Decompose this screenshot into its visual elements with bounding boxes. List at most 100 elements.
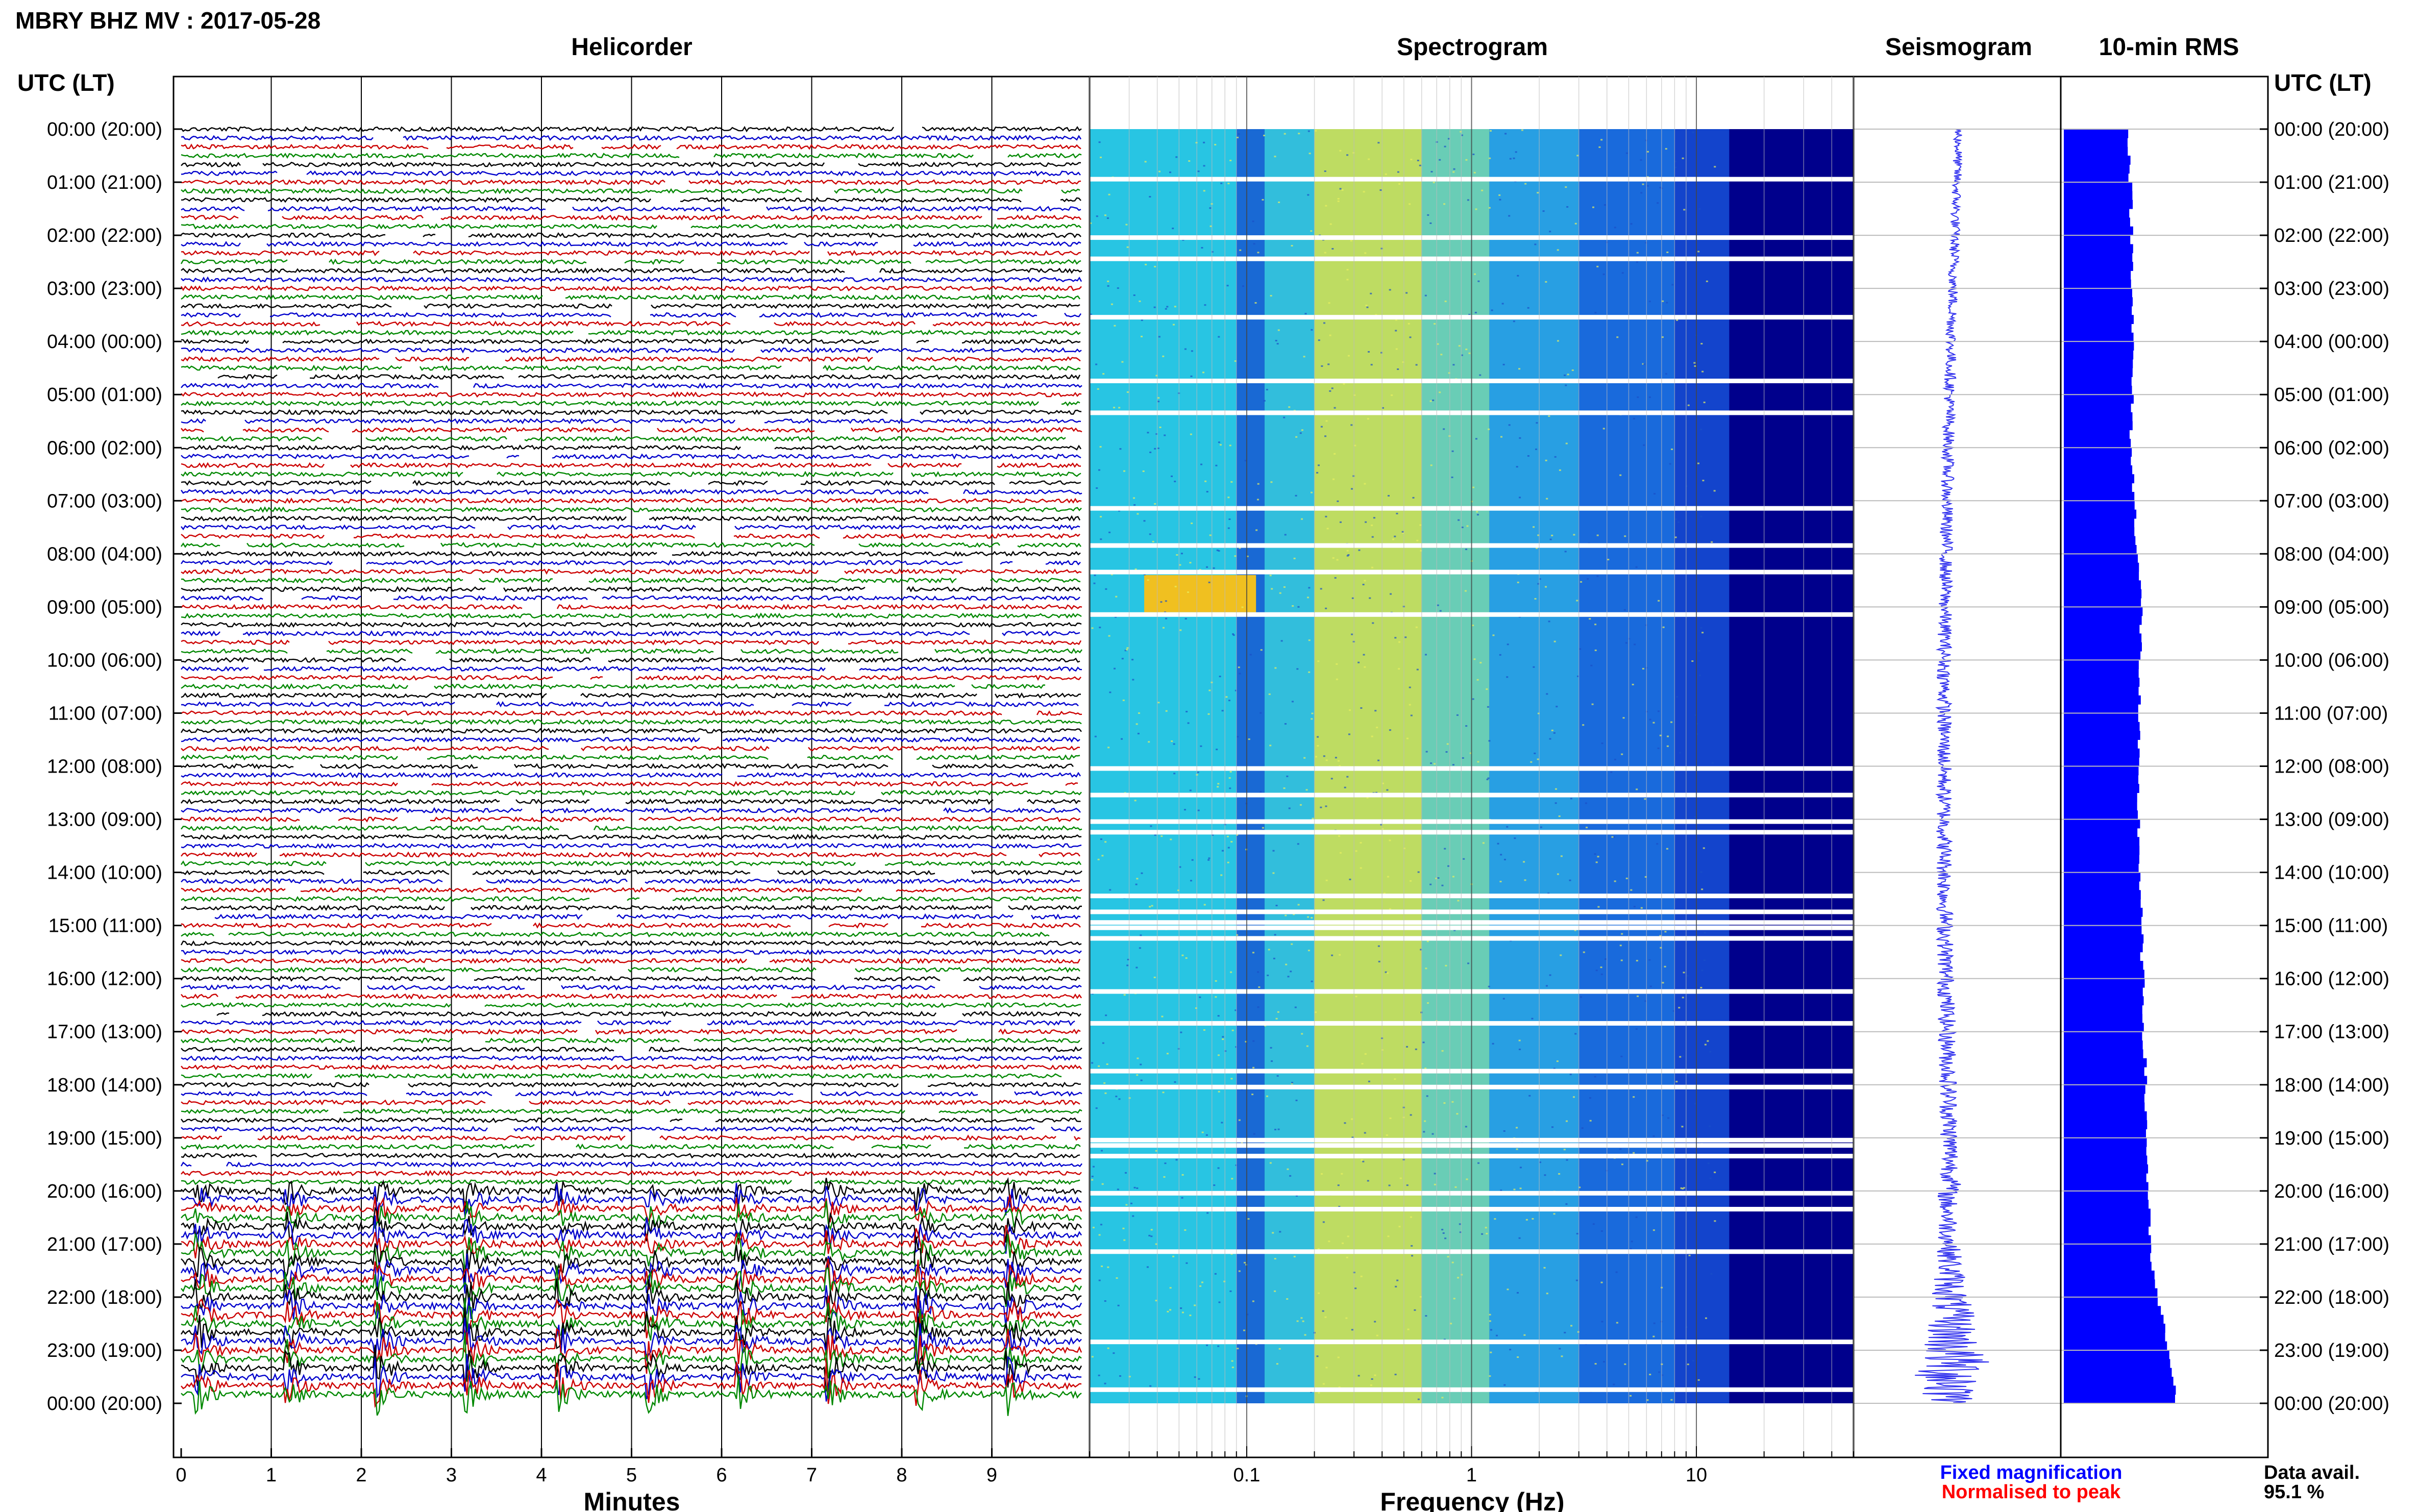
spectrogram-speckle (1203, 141, 1205, 143)
helicorder-trace-row (181, 781, 1078, 787)
spectrogram-speckle (1267, 974, 1269, 976)
spectrogram-speckle (1621, 753, 1623, 755)
spectrogram-speckle (1311, 329, 1313, 331)
spectrogram-speckle (1461, 134, 1463, 136)
spectrogram-speckle (1231, 1367, 1234, 1369)
spectrogram-speckle (1498, 194, 1501, 196)
spectrogram-speckle (1174, 306, 1176, 308)
spectrogram-speckle (1199, 996, 1201, 998)
spectrogram-speckle (1182, 239, 1184, 241)
spectrogram-speckle (1525, 1219, 1528, 1221)
spectrogram-speckle (1444, 1237, 1447, 1240)
spectrogram-speckle (1276, 343, 1279, 345)
spectrogram-speckle (1635, 1028, 1638, 1030)
spectrogram-speckle (1338, 1386, 1341, 1388)
spectrogram-speckle (1607, 559, 1610, 561)
spectrogram-speckle (1565, 1203, 1568, 1205)
spectrogram-speckle (1656, 843, 1659, 845)
spectrogram-speckle (1594, 1076, 1596, 1078)
spectrogram-speckle (1108, 193, 1110, 195)
spectrogram-speckle (1611, 836, 1614, 838)
spectrogram-speckle (1537, 712, 1540, 714)
spectrogram-speckle (1268, 949, 1270, 951)
spectrogram-speckle (1341, 1173, 1343, 1175)
spectrogram-speckle (1365, 305, 1368, 307)
rms-bar (2064, 235, 2131, 244)
spectrogram-speckle (1376, 727, 1378, 729)
helicorder-trace-row (181, 957, 1081, 964)
spectrogram-speckle (1678, 1007, 1681, 1009)
spectrogram-speckle (1295, 1099, 1298, 1101)
spectrogram-speckle (1114, 667, 1116, 670)
spectrogram-speckle (1595, 861, 1598, 863)
spectrogram-speckle (1346, 776, 1349, 778)
helicorder-trace-row (181, 922, 1081, 929)
spectrogram-speckle (1098, 141, 1101, 143)
spectrogram-speckle (1103, 1082, 1106, 1084)
spectrogram-speckle (1279, 1231, 1281, 1233)
time-label: 11:00 (07:00) (2274, 703, 2388, 724)
helicorder-trace-row (181, 1179, 1080, 1185)
spectrogram-speckle (1624, 1363, 1626, 1365)
rms-bar (2064, 960, 2143, 970)
spectrogram-speckle (1197, 771, 1199, 773)
spectrogram-speckle (1115, 596, 1118, 598)
spectrogram-speckle (1355, 850, 1357, 852)
spectrogram-speckle (1291, 1082, 1294, 1084)
rms-bar (2064, 731, 2140, 740)
rms-bar (2064, 544, 2137, 554)
minutes-tick-label: 9 (986, 1465, 997, 1486)
spectrogram-speckle (1136, 1074, 1139, 1076)
spectrogram-speckle (1291, 1083, 1293, 1085)
spectrogram-speckle (1620, 959, 1623, 961)
spectrogram-speckle (1217, 783, 1220, 785)
rms-bar (2064, 1084, 2145, 1094)
spectrogram-speckle (1697, 462, 1699, 464)
spectrogram-speckle (1377, 142, 1380, 144)
spectrogram-speckle (1417, 1398, 1420, 1400)
spectrogram-speckle (1121, 738, 1123, 740)
spectrogram-speckle (1491, 309, 1493, 311)
spectrogram-speckle (1097, 858, 1100, 860)
rms-bar (2064, 270, 2131, 280)
helicorder-trace-row (181, 1200, 1082, 1231)
spectrogram-speckle (1704, 932, 1706, 934)
spectrogram-speckle (1306, 597, 1309, 599)
spectrogram-speckle (1098, 469, 1100, 471)
spectrogram-speckle (1290, 971, 1292, 973)
spectrogram-speckle (1643, 363, 1645, 365)
spectrogram-speckle (1523, 861, 1525, 863)
rms-bar (2064, 801, 2137, 811)
spectrogram-speckle (1311, 491, 1313, 493)
spectrogram-speckle (1517, 275, 1519, 277)
spectrogram-speckle (1555, 788, 1558, 790)
spectrogram-speckle (1183, 809, 1186, 811)
helicorder-trace-row (180, 1253, 1082, 1294)
helicorder-trace-row (181, 639, 1082, 646)
spectrogram-speckle (1124, 650, 1127, 652)
spectrogram-speckle (1164, 1162, 1167, 1164)
spectrogram-speckle (1364, 1132, 1366, 1134)
spectrogram-speckle (1100, 1224, 1102, 1226)
spectrogram-speckle (1175, 1159, 1178, 1161)
spectrogram-speckle (1661, 1374, 1664, 1376)
helicorder-trace-row (181, 1354, 1081, 1402)
spectrogram-speckle (1594, 1363, 1597, 1365)
time-label: 14:00 (10:00) (2274, 862, 2389, 884)
spectrogram-speckle (1296, 668, 1299, 670)
spectrogram-speckle (1136, 1187, 1139, 1189)
spectrogram-speckle (1467, 199, 1469, 201)
time-label: 10:00 (06:00) (47, 650, 162, 671)
helicorder-trace-row (181, 816, 1080, 823)
spectrogram-speckle (1546, 693, 1548, 695)
spectrogram-speckle (1433, 182, 1435, 184)
spectrogram-speckle (1317, 1248, 1320, 1250)
spectrogram-speckle (1301, 518, 1303, 520)
time-label: 03:00 (23:00) (2274, 278, 2389, 300)
helicorder-trace-row (181, 161, 1081, 168)
spectrogram-speckle (1374, 710, 1377, 712)
spectrogram-speckle (1534, 752, 1536, 754)
spectrogram-speckle (1246, 555, 1249, 557)
spectrogram-speckle (1100, 838, 1102, 840)
helicorder-trace-row (181, 134, 1082, 141)
